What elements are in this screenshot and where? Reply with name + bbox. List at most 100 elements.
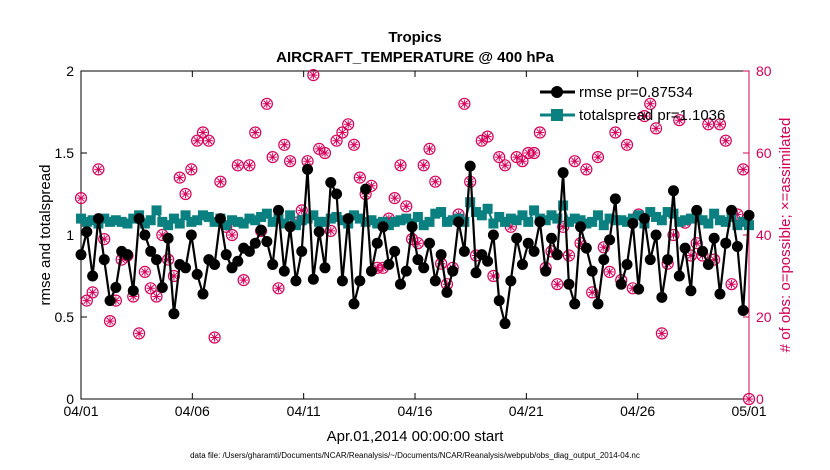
obs-assimilated-point [407, 234, 417, 244]
obs-assimilated-point [460, 99, 469, 108]
obs-assimilated-point [651, 124, 661, 133]
obs-assimilated-point [442, 280, 452, 289]
rmse-point [348, 298, 360, 310]
obs-assimilated-point [117, 255, 126, 264]
chart-subtitle: AIRCRAFT_TEMPERATURE @ 400 hPa [276, 49, 554, 66]
obs-assimilated-point [158, 230, 167, 240]
obs-possible-point [307, 68, 320, 82]
totalspread-point [720, 216, 731, 227]
totalspread-point [81, 216, 92, 227]
totalspread-point [267, 216, 278, 227]
totalspread-point [604, 213, 615, 224]
totalspread-point [349, 210, 360, 221]
totalspread-point [482, 203, 493, 214]
obs-assimilated-point [721, 136, 730, 145]
rmse-point [214, 213, 226, 225]
y-tick-label: 1.5 [55, 145, 75, 161]
rmse-point [87, 270, 99, 282]
rmse-point [325, 177, 337, 189]
obs-assimilated-point [332, 136, 341, 145]
rmse-point [302, 163, 314, 175]
obs-assimilated-point [675, 116, 684, 125]
totalspread-point [244, 213, 255, 224]
obs-assimilated-point [187, 165, 196, 174]
rmse-point [331, 188, 343, 200]
rmse-point [168, 308, 180, 320]
obs-possible-point [568, 155, 581, 168]
totalspread-point [685, 213, 696, 224]
obs-assimilated-point [402, 202, 411, 211]
obs-possible-point [98, 233, 111, 246]
obs-assimilated-point [326, 226, 335, 236]
obs-possible-point [249, 126, 262, 139]
obs-assimilated-point [396, 161, 405, 170]
totalspread-point [151, 205, 162, 216]
rmse-point [493, 295, 505, 307]
obs-possible-point [330, 134, 343, 147]
rmse-point [702, 259, 714, 271]
obs-assimilated-point [111, 296, 121, 305]
rmse-point [615, 278, 627, 290]
obs-assimilated-point [715, 120, 725, 129]
obs-assimilated-point [622, 140, 632, 149]
rmse-point [464, 160, 476, 172]
rmse-point [296, 245, 308, 257]
obs-assimilated-point [605, 267, 614, 277]
rmse-point [272, 204, 284, 216]
rmse-point [499, 318, 511, 330]
obs-assimilated-point [529, 148, 539, 158]
rmse-point [667, 185, 679, 197]
obs-possible-point [225, 228, 239, 242]
totalspread-point [354, 213, 365, 224]
totalspread-point [163, 220, 174, 231]
totalspread-point [441, 216, 452, 227]
rmse-series [75, 160, 755, 330]
obs-possible-point [260, 97, 273, 110]
totalspread-point [314, 216, 325, 227]
totalspread-point [412, 211, 423, 222]
rmse-point [586, 265, 598, 277]
obs-possible-point [411, 237, 425, 250]
rmse-point [249, 237, 261, 249]
obs-assimilated-point [105, 316, 115, 326]
rmse-point [720, 237, 732, 249]
rmse-point [697, 245, 709, 257]
legend-totalspread-marker [551, 109, 563, 121]
rmse-point [98, 254, 110, 266]
rmse-point [371, 237, 383, 249]
obs-assimilated-point [425, 144, 434, 154]
rmse-point [505, 275, 517, 287]
totalspread-point [651, 211, 662, 222]
totalspread-point [139, 218, 150, 229]
y-tick-label: 0.5 [55, 309, 75, 325]
rmse-point [278, 265, 290, 277]
rmse-point [151, 254, 163, 266]
totalspread-point [436, 207, 447, 218]
obs-possible-point [551, 278, 564, 291]
totalspread-point [372, 218, 383, 229]
rmse-point [534, 216, 546, 228]
obs-possible-point [673, 114, 686, 127]
totalspread-point [145, 215, 156, 226]
totalspread-point [680, 215, 691, 226]
rmse-point [429, 275, 441, 287]
rmse-point [609, 193, 621, 205]
obs-assimilated-point [512, 152, 521, 162]
totalspread-point [656, 215, 667, 226]
x-tick-label: 05/01 [731, 403, 766, 419]
rmse-point [563, 278, 575, 290]
rmse-point [685, 285, 697, 297]
obs-possible-point [150, 290, 163, 303]
rmse-point [633, 283, 645, 295]
rmse-point [418, 262, 430, 274]
obs-assimilated-point [309, 70, 318, 80]
totalspread-point [610, 215, 621, 226]
totalspread-point [418, 220, 429, 231]
obs-possible-point [423, 142, 436, 155]
obs-assimilated-point [251, 128, 260, 137]
obs-assimilated-point [76, 193, 86, 203]
totalspread-point [401, 213, 412, 224]
obs-assimilated-point [140, 267, 150, 277]
rmse-point [621, 259, 633, 271]
obs-assimilated-point [436, 259, 446, 268]
